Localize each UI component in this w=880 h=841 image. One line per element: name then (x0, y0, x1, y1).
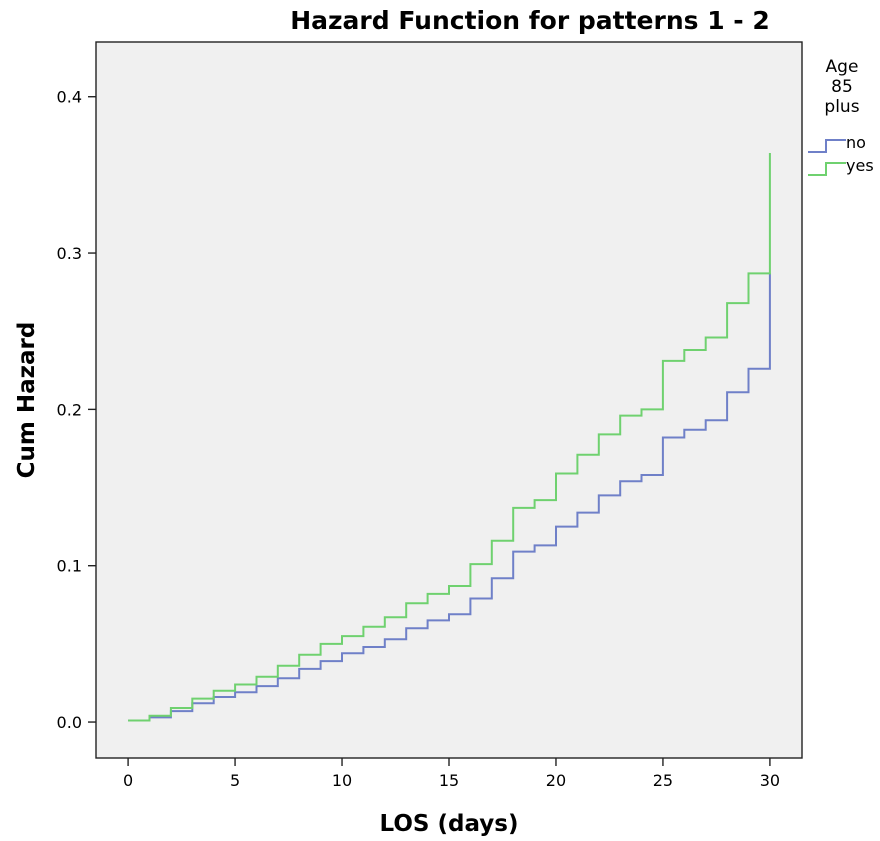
legend-label-yes: yes (846, 156, 874, 175)
chart-title: Hazard Function for patterns 1 - 2 (290, 6, 770, 35)
x-tick-label: 0 (123, 771, 133, 790)
y-tick-label: 0.2 (57, 400, 82, 419)
legend-label-no: no (846, 133, 866, 152)
x-tick-label: 10 (332, 771, 352, 790)
x-tick-label: 30 (760, 771, 780, 790)
x-tick-label: 20 (546, 771, 566, 790)
legend-title-line: Age (826, 57, 859, 77)
series-line-no (128, 273, 771, 722)
x-tick-label: 25 (653, 771, 673, 790)
legend-title-line: 85 (831, 77, 853, 97)
legend-swatch-no (808, 139, 846, 153)
y-tick-label: 0.1 (57, 557, 82, 576)
x-tick-label: 5 (230, 771, 240, 790)
x-axis-label: LOS (days) (380, 811, 519, 837)
y-tick-label: 0.3 (57, 244, 82, 263)
y-tick-label: 0.4 (57, 88, 82, 107)
x-tick-label: 15 (439, 771, 459, 790)
legend-title-line: plus (824, 97, 859, 117)
y-axis-label: Cum Hazard (14, 322, 40, 479)
legend-swatch-yes (808, 162, 846, 176)
series-line-yes (128, 153, 771, 722)
y-tick-label: 0.0 (57, 713, 82, 732)
x-axis: 0 5 10 15 20 25 30 (123, 758, 780, 790)
series-layer (128, 153, 771, 722)
y-axis: 0.0 0.1 0.2 0.3 0.4 (57, 88, 96, 732)
plot-area (95, 41, 803, 759)
